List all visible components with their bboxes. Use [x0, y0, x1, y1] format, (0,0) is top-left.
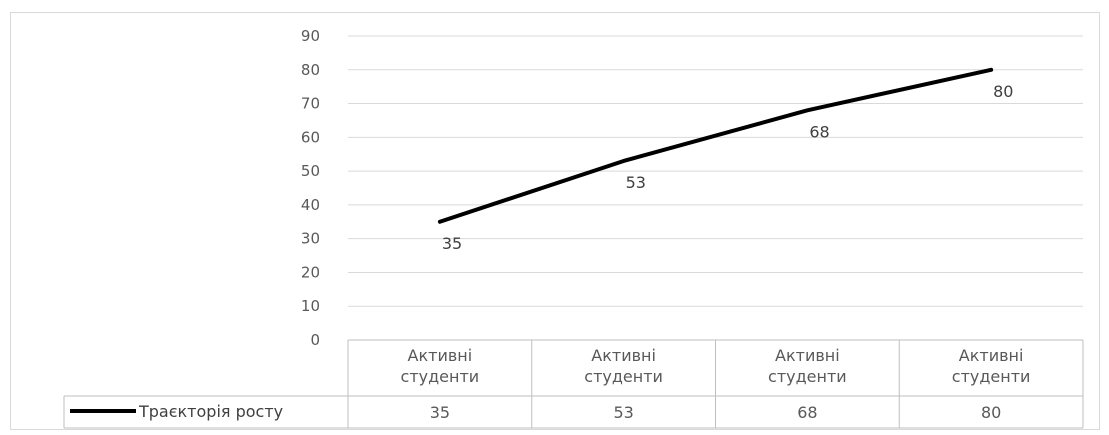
table-values: 35 53 68 80 — [430, 403, 1002, 422]
y-tick-label: 60 — [301, 128, 320, 146]
x-category-label: Активні студенти — [584, 346, 663, 386]
category-labels: Активні студенти Активні студенти Активні сту… — [401, 346, 1031, 386]
y-tick-label: 50 — [301, 162, 320, 180]
x-category-label: Активні студенти — [401, 346, 480, 386]
series-line — [437, 67, 994, 224]
gridlines — [348, 35, 1083, 307]
table-value-cell: 35 — [430, 403, 450, 422]
data-label: 35 — [442, 234, 462, 253]
chart-frame — [10, 12, 1100, 430]
x-category-label: Активні студенти — [952, 346, 1031, 386]
y-tick-label: 70 — [301, 95, 320, 113]
data-label: 53 — [626, 173, 646, 192]
y-tick-label: 40 — [301, 196, 320, 214]
y-tick-label: 0 — [310, 331, 320, 349]
y-tick-label: 30 — [301, 230, 320, 248]
legend: Траєкторія росту — [70, 402, 283, 421]
legend-label: Траєкторія росту — [138, 402, 283, 421]
data-labels: 35 53 68 80 — [442, 82, 1014, 253]
y-tick-label: 80 — [301, 61, 320, 79]
table-value-cell: 53 — [613, 403, 633, 422]
y-tick-label: 20 — [301, 263, 320, 281]
data-table — [63, 339, 1084, 429]
y-tick-label: 10 — [301, 297, 320, 315]
table-value-cell: 80 — [981, 403, 1001, 422]
x-category-label: Активні студенти — [768, 346, 847, 386]
y-tick-label: 90 — [301, 27, 320, 45]
data-label: 80 — [993, 82, 1013, 101]
y-axis-ticks: 0 10 20 30 40 50 60 70 80 90 — [301, 27, 320, 349]
data-label: 68 — [809, 122, 829, 141]
table-value-cell: 68 — [797, 403, 817, 422]
series-group — [437, 67, 994, 224]
